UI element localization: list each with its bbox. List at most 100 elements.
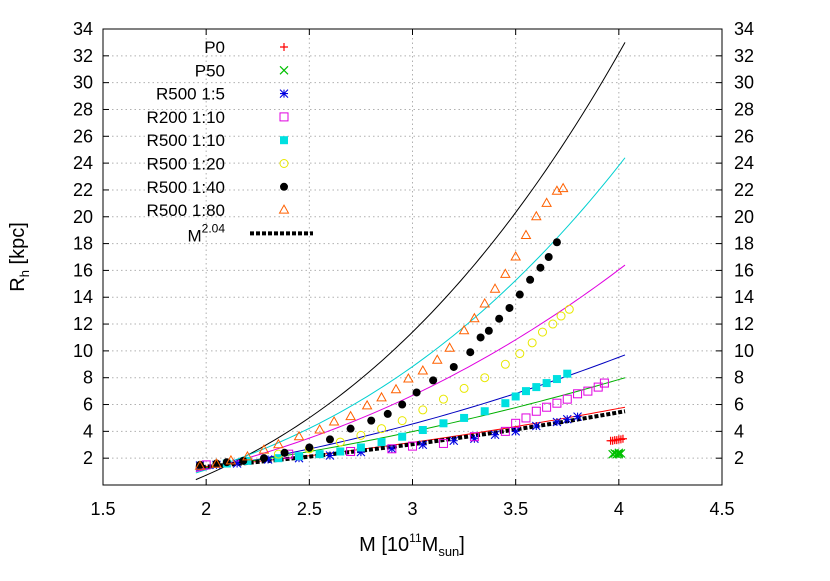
y-tick-label-right: 22 xyxy=(734,180,754,200)
data-point xyxy=(335,437,345,447)
legend-label: R500 1:40 xyxy=(147,178,225,197)
series-R500-1-40 xyxy=(195,238,561,469)
data-point xyxy=(614,449,624,459)
data-point xyxy=(480,373,490,383)
legend-label: P50 xyxy=(195,61,225,80)
data-point xyxy=(499,268,511,278)
data-point xyxy=(336,447,345,456)
y-tick-label-right: 2 xyxy=(734,448,744,468)
data-point xyxy=(536,263,545,272)
data-point xyxy=(466,348,475,357)
x-tick-label: 2 xyxy=(201,499,211,519)
y-tick-label-right: 14 xyxy=(734,287,754,307)
data-point xyxy=(367,416,376,425)
y-tick-label-right: 8 xyxy=(734,368,744,388)
data-point xyxy=(403,373,414,383)
data-point xyxy=(346,424,355,433)
data-point xyxy=(418,426,427,435)
y-tick-label-right: 4 xyxy=(734,421,744,441)
data-point xyxy=(418,405,428,415)
legend-label-power-law: M2.04 xyxy=(187,221,225,245)
data-point xyxy=(527,338,537,348)
data-point xyxy=(608,436,617,445)
legend-marker xyxy=(279,89,289,98)
data-point xyxy=(356,430,366,440)
data-point xyxy=(259,454,268,463)
data-point xyxy=(408,441,417,451)
x-tick-label: 3 xyxy=(407,499,417,519)
data-point xyxy=(511,426,521,436)
data-point xyxy=(616,449,626,458)
legend-marker xyxy=(279,112,289,122)
data-point xyxy=(556,311,566,321)
y-tick-label-right: 10 xyxy=(734,341,754,361)
data-point xyxy=(511,392,520,401)
legend-marker xyxy=(280,136,288,145)
data-point xyxy=(469,312,480,323)
data-point xyxy=(501,399,510,408)
y-tick-label: 20 xyxy=(73,207,93,227)
data-point xyxy=(418,440,428,450)
x-tick-label: 1.5 xyxy=(90,499,115,519)
x-tick-label: 4 xyxy=(614,499,624,519)
data-point xyxy=(469,432,479,442)
legend-marker xyxy=(279,159,289,168)
y-tick-label: 2 xyxy=(83,448,93,468)
data-point xyxy=(531,421,541,431)
data-point xyxy=(500,359,510,369)
data-point xyxy=(618,434,627,443)
data-point xyxy=(459,383,469,393)
legend: P0 P50 R500 1:5 R200 1:10 R500 1:10 R500 1:20… xyxy=(147,38,313,245)
y-tick-label: 6 xyxy=(83,395,93,415)
data-point xyxy=(398,400,407,409)
y-tick-label: 14 xyxy=(73,287,93,307)
y-tick-label: 32 xyxy=(73,46,93,66)
data-point xyxy=(552,417,562,427)
x-axis-title: M [1011Msun] xyxy=(359,531,465,559)
data-point xyxy=(520,229,532,240)
data-point xyxy=(387,444,397,454)
y-tick-label-right: 32 xyxy=(734,46,754,66)
data-point xyxy=(377,438,386,447)
data-point xyxy=(480,407,489,416)
legend-label: P0 xyxy=(204,38,225,57)
data-point xyxy=(417,364,429,375)
data-point xyxy=(505,303,514,312)
data-point xyxy=(314,423,326,434)
data-point xyxy=(484,326,493,335)
data-point xyxy=(490,430,500,440)
data-point xyxy=(345,410,356,421)
data-point xyxy=(479,297,491,308)
x-tick-label: 4.5 xyxy=(709,499,734,519)
y-tick-label-right: 24 xyxy=(734,153,754,173)
data-point xyxy=(510,250,522,261)
y-tick-label: 28 xyxy=(73,99,93,119)
data-point xyxy=(552,375,561,384)
data-point xyxy=(564,304,574,314)
data-point xyxy=(573,412,582,421)
data-point xyxy=(258,444,270,454)
data-point xyxy=(225,454,237,465)
data-point xyxy=(194,460,206,470)
data-point xyxy=(449,436,459,446)
legend-marker xyxy=(279,65,289,75)
data-point xyxy=(537,327,547,337)
data-point xyxy=(449,362,458,371)
data-point xyxy=(412,388,421,397)
data-point xyxy=(444,342,455,352)
series-P50 xyxy=(608,448,626,459)
data-point xyxy=(476,333,485,342)
y-tick-label: 18 xyxy=(73,234,93,254)
data-point xyxy=(346,446,356,456)
y-tick-label-right: 16 xyxy=(734,260,754,280)
y-tick-label: 24 xyxy=(73,153,93,173)
data-point xyxy=(612,436,621,445)
legend-label: R500 1:5 xyxy=(156,85,225,104)
data-point xyxy=(242,450,253,461)
data-point xyxy=(195,460,204,469)
data-point xyxy=(211,458,222,468)
data-point xyxy=(562,414,572,424)
data-point xyxy=(273,438,284,449)
data-point xyxy=(328,415,340,426)
data-point xyxy=(548,319,558,329)
